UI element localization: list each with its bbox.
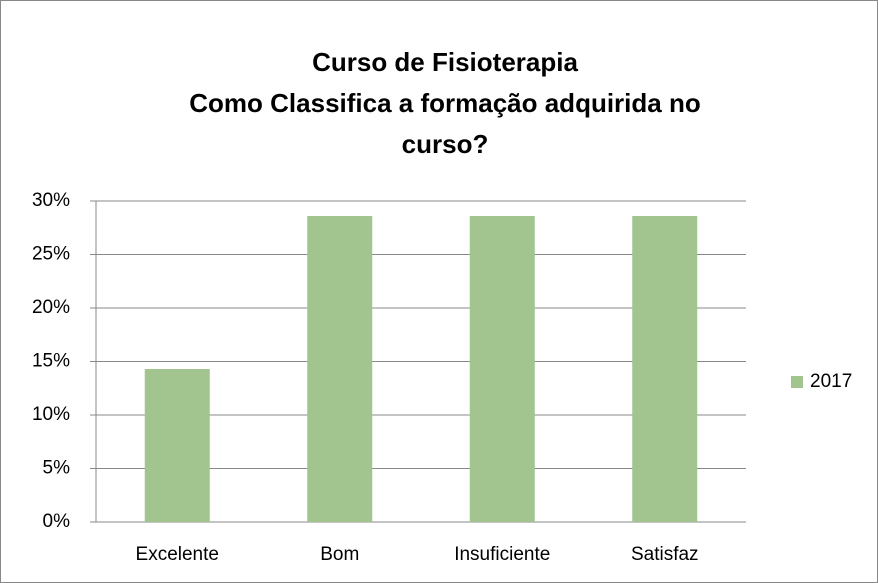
x-tick-label: Insuficiente — [454, 544, 550, 565]
bar — [144, 368, 210, 522]
bar — [632, 215, 698, 523]
x-tick-label: Bom — [320, 544, 359, 565]
y-tick-label: 5% — [43, 458, 71, 479]
bar — [307, 215, 373, 523]
y-tick-label: 25% — [32, 244, 70, 265]
title-line: Como Classifica a formação adquirida no … — [189, 88, 701, 159]
y-tick-label: 30% — [32, 190, 70, 211]
x-tick-label: Satisfaz — [631, 544, 699, 565]
x-tick-label: Excelente — [136, 544, 219, 565]
chart-title: Curso de Fisioterapia Como Classifica a … — [145, 42, 745, 165]
legend-label: 2017 — [810, 371, 852, 392]
y-tick-label: 20% — [32, 297, 70, 318]
y-tick-label: 15% — [32, 351, 70, 372]
y-tick-label: 0% — [43, 511, 71, 532]
bar — [469, 215, 535, 523]
legend-swatch — [791, 376, 803, 388]
title-line: Curso de Fisioterapia — [312, 47, 578, 77]
y-tick-label: 10% — [32, 404, 70, 425]
